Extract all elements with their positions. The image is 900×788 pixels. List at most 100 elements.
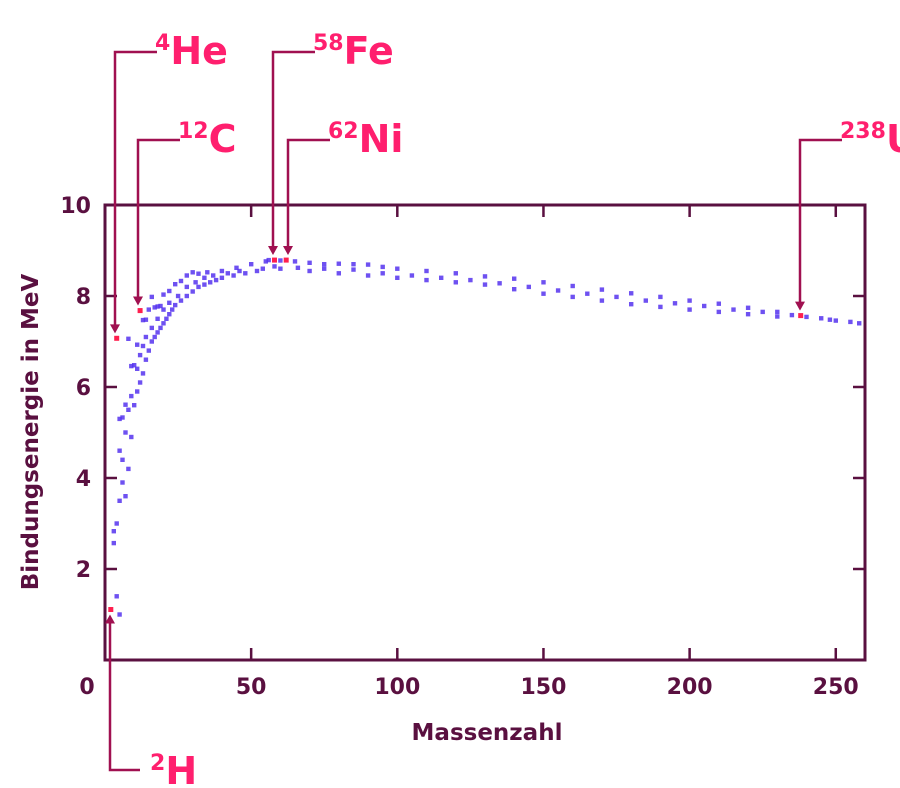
data-point xyxy=(380,271,385,276)
data-point xyxy=(482,274,488,279)
data-point xyxy=(599,298,605,303)
data-point xyxy=(819,316,824,321)
data-point xyxy=(672,301,678,306)
annotation-label: 238U xyxy=(840,117,900,161)
data-point xyxy=(745,312,751,317)
data-point xyxy=(178,298,184,303)
data-point xyxy=(629,291,634,296)
highlighted-points xyxy=(108,257,804,612)
data-point xyxy=(155,330,160,335)
data-point xyxy=(205,270,210,275)
highlight-point-c xyxy=(137,308,143,314)
data-point xyxy=(129,393,134,399)
data-point xyxy=(120,415,125,420)
data-point xyxy=(512,276,517,281)
data-point xyxy=(126,466,131,472)
ticks: 0 50 100 150 200 250 2 4 6 8 10 xyxy=(60,194,865,700)
data-point xyxy=(295,265,301,270)
annotation-line xyxy=(136,138,180,299)
data-point xyxy=(453,280,458,285)
data-point xyxy=(322,266,327,271)
data-point xyxy=(129,434,134,440)
data-point xyxy=(585,291,590,296)
data-point xyxy=(555,288,561,293)
data-point xyxy=(149,294,154,300)
data-point xyxy=(117,448,122,453)
data-point xyxy=(164,316,169,321)
data-point xyxy=(439,275,444,280)
data-point xyxy=(126,336,131,341)
data-point xyxy=(190,270,195,275)
annotation-ni: 62Ni xyxy=(283,117,403,256)
data-point xyxy=(336,271,341,276)
element-symbol: C xyxy=(209,117,237,161)
annotation-line xyxy=(286,138,330,249)
x-tick-label: 100 xyxy=(374,675,420,700)
data-point xyxy=(140,371,146,376)
data-point xyxy=(804,314,809,320)
data-point xyxy=(775,314,780,319)
data-point xyxy=(409,273,415,278)
data-point xyxy=(213,277,219,283)
data-point xyxy=(745,305,751,310)
data-point xyxy=(152,334,157,340)
highlight-point-ni xyxy=(283,257,289,263)
data-point xyxy=(526,284,531,290)
y-tick-label: 8 xyxy=(76,285,91,310)
data-point xyxy=(161,307,166,312)
annotation-line xyxy=(798,138,842,304)
annotation-line xyxy=(113,50,157,327)
data-point xyxy=(219,275,225,280)
data-point xyxy=(167,288,172,294)
data-point xyxy=(146,348,151,353)
data-point xyxy=(857,321,862,326)
mass-number: 2 xyxy=(150,751,165,776)
data-point xyxy=(167,312,172,317)
data-point xyxy=(599,287,605,292)
data-point xyxy=(541,280,546,285)
data-point xyxy=(149,339,154,344)
data-point xyxy=(190,289,195,294)
data-point xyxy=(687,298,692,303)
data-point xyxy=(175,293,181,299)
data-point xyxy=(173,302,178,308)
x-tick-label: 50 xyxy=(236,675,267,700)
data-point xyxy=(202,282,207,287)
annotation-label: 62Ni xyxy=(328,117,403,161)
data-point xyxy=(111,540,116,546)
data-point xyxy=(716,309,721,315)
data-point xyxy=(453,271,458,276)
data-point xyxy=(114,521,119,526)
data-point xyxy=(322,262,327,267)
data-point xyxy=(152,305,157,310)
data-point xyxy=(512,287,517,292)
data-point xyxy=(570,294,575,300)
data-point xyxy=(208,280,213,285)
data-point xyxy=(184,273,189,278)
data-point xyxy=(307,260,312,265)
data-point xyxy=(424,277,429,283)
arrow-head xyxy=(283,246,293,256)
data-point xyxy=(155,304,160,309)
annotation-u: 238U xyxy=(795,117,900,311)
x-tick-label: 150 xyxy=(520,675,566,700)
data-point xyxy=(184,284,189,290)
data-point xyxy=(184,293,189,299)
data-point xyxy=(278,266,283,271)
mass-number: 58 xyxy=(313,31,344,56)
data-point xyxy=(132,363,137,368)
annotation-h: 2H xyxy=(105,614,197,788)
data-point xyxy=(687,307,692,312)
data-point xyxy=(482,282,488,287)
annotation-line xyxy=(271,50,315,249)
data-point xyxy=(137,352,143,358)
data-point xyxy=(123,494,128,499)
element-symbol: U xyxy=(886,117,900,161)
data-point xyxy=(202,275,207,280)
data-point xyxy=(351,267,356,272)
data-point xyxy=(231,273,236,278)
data-point xyxy=(243,271,248,276)
data-point xyxy=(278,258,283,263)
data-point xyxy=(137,380,143,385)
